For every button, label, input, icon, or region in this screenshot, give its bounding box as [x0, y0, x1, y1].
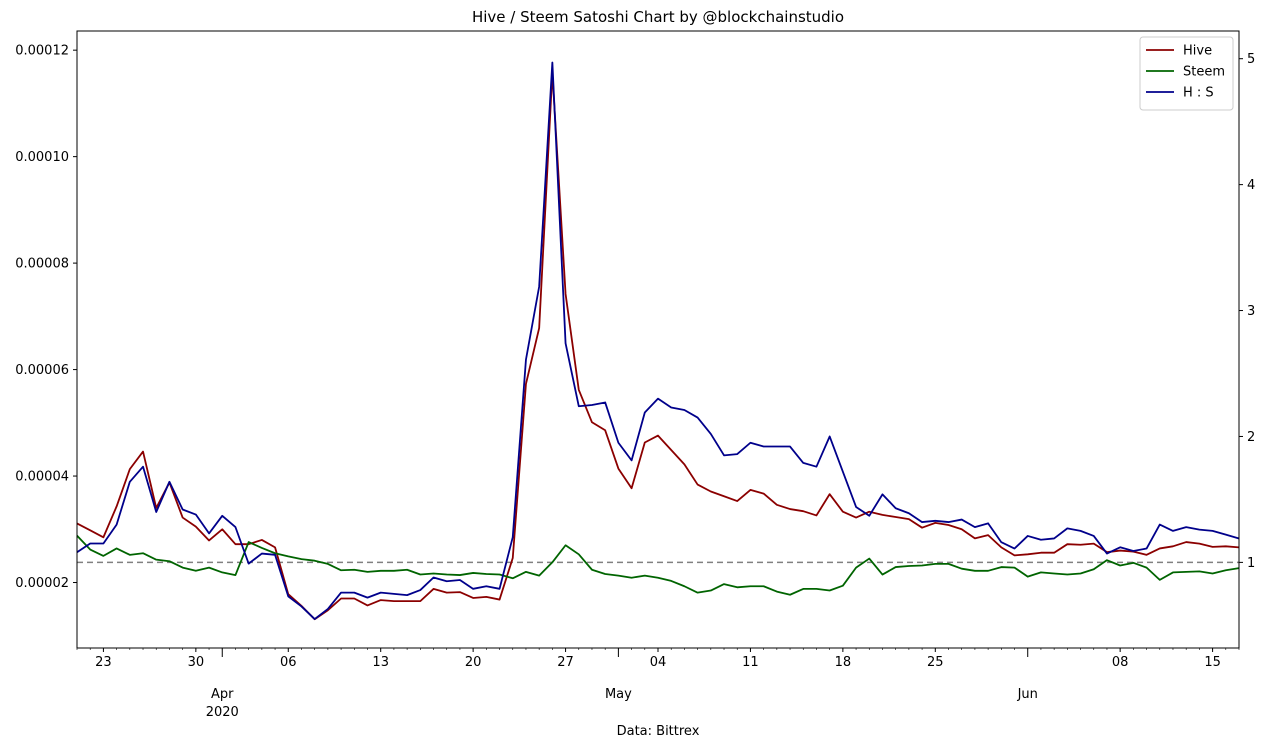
- right-tick-label: 4: [1247, 178, 1255, 193]
- x-day-tick-label: 27: [557, 655, 574, 670]
- right-tick-label: 2: [1247, 430, 1255, 445]
- left-tick-label: 0.00012: [15, 44, 69, 59]
- x-day-tick-label: 04: [650, 655, 667, 670]
- x-day-tick-label: 15: [1204, 655, 1221, 670]
- x-day-tick-label: 06: [280, 655, 297, 670]
- x-axis: 23 30 06 13 20 27 04 11 18 25 08 15 Apr 2020 May Jun: [76, 648, 1240, 720]
- chart-title: Hive / Steem Satoshi Chart by @blockchai…: [472, 8, 844, 26]
- right-y-axis: 1 2 3 4 5: [1239, 52, 1255, 571]
- legend-label-0: Hive: [1183, 44, 1212, 59]
- left-tick-label: 0.00010: [15, 150, 69, 165]
- x-day-tick-label: 18: [835, 655, 852, 670]
- right-tick-label: 3: [1247, 304, 1255, 319]
- x-month-tick-label: May: [605, 687, 632, 702]
- x-day-tick-label: 11: [742, 655, 759, 670]
- left-y-axis: 0.00002 0.00004 0.00006 0.00008 0.00010 0.000…: [15, 44, 77, 591]
- plot-area-frame: [76, 30, 1240, 649]
- source-note: Data: Bittrex: [617, 724, 700, 739]
- series-line-0: [76, 71, 1240, 621]
- x-month-tick-label: Jun: [1017, 687, 1038, 702]
- x-day-tick-label: 23: [95, 655, 112, 670]
- x-day-tick-label: 30: [188, 655, 205, 670]
- left-tick-label: 0.00008: [15, 257, 69, 272]
- legend-label-2: H : S: [1183, 86, 1214, 101]
- series-line-1: [76, 535, 1240, 596]
- right-tick-label: 1: [1247, 556, 1255, 571]
- x-month-tick-label: Apr: [211, 687, 234, 702]
- legend-label-1: Steem: [1183, 65, 1225, 80]
- series-layer: [76, 61, 1240, 621]
- x-day-tick-label: 13: [372, 655, 389, 670]
- x-year-label: 2020: [206, 705, 239, 720]
- legend: Hive Steem H : S: [1139, 36, 1234, 111]
- x-day-tick-label: 20: [465, 655, 482, 670]
- right-tick-label: 5: [1247, 52, 1255, 67]
- left-tick-label: 0.00002: [15, 576, 69, 591]
- x-day-tick-label: 25: [927, 655, 944, 670]
- series-line-2: [76, 61, 1240, 620]
- left-tick-label: 0.00004: [15, 470, 69, 485]
- left-tick-label: 0.00006: [15, 363, 69, 378]
- x-day-tick-label: 08: [1112, 655, 1129, 670]
